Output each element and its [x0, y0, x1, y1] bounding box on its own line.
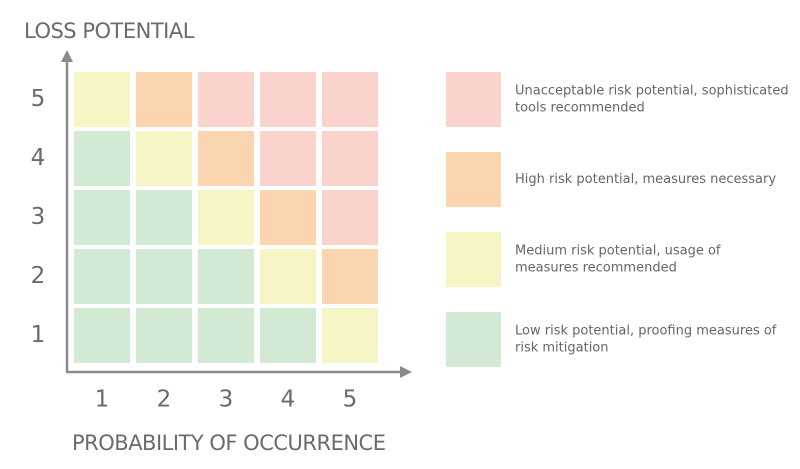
matrix-cell [136, 308, 192, 363]
y-axis-title: LOSS POTENTIAL [24, 19, 195, 43]
legend-text: Unacceptable risk potential, sophisticat… [515, 84, 789, 99]
matrix-cell [198, 249, 254, 304]
matrix-cell [322, 249, 378, 304]
legend-swatch [446, 152, 501, 207]
y-tick-label: 3 [31, 204, 46, 230]
matrix-cell [136, 249, 192, 304]
matrix-cell [260, 72, 316, 127]
x-tick-label: 3 [219, 387, 234, 413]
matrix-cell [74, 190, 130, 245]
matrix-cell [74, 249, 130, 304]
legend-swatch [446, 72, 501, 127]
matrix-cell [322, 72, 378, 127]
matrix-cell [74, 72, 130, 127]
legend-text: tools recommended [515, 101, 645, 116]
matrix-cell [260, 308, 316, 363]
legend-text: Low risk potential, proofing measures of [515, 324, 777, 339]
matrix-cell [198, 131, 254, 186]
x-axis-arrow [400, 366, 412, 378]
y-tick-label: 4 [31, 145, 46, 171]
y-tick-label: 1 [31, 322, 46, 348]
x-tick-label: 2 [157, 387, 172, 413]
legend-text: measures recommended [515, 261, 677, 276]
y-tick-label: 2 [31, 263, 46, 289]
matrix-cell [322, 131, 378, 186]
x-axis-title: PROBABILITY OF OCCURRENCE [72, 431, 385, 455]
legend-swatch [446, 232, 501, 287]
matrix-cell [74, 308, 130, 363]
matrix-cell [198, 308, 254, 363]
x-tick-label: 1 [95, 387, 110, 413]
matrix-cell [260, 131, 316, 186]
matrix-cell [322, 190, 378, 245]
x-tick-label: 5 [343, 387, 358, 413]
matrix-cell [198, 190, 254, 245]
y-tick-label: 5 [31, 86, 46, 112]
matrix-cell [322, 308, 378, 363]
matrix-cell [136, 190, 192, 245]
legend-text: High risk potential, measures necessary [515, 172, 776, 187]
legend-text: risk mitigation [515, 341, 609, 356]
y-axis-arrow [61, 50, 73, 62]
matrix-cell [260, 190, 316, 245]
matrix-cell [136, 131, 192, 186]
x-tick-label: 4 [281, 387, 296, 413]
matrix-cell [136, 72, 192, 127]
matrix-cell [260, 249, 316, 304]
matrix-cell [74, 131, 130, 186]
legend-text: Medium risk potential, usage of [515, 244, 721, 259]
matrix-cell [198, 72, 254, 127]
legend-swatch [446, 312, 501, 367]
